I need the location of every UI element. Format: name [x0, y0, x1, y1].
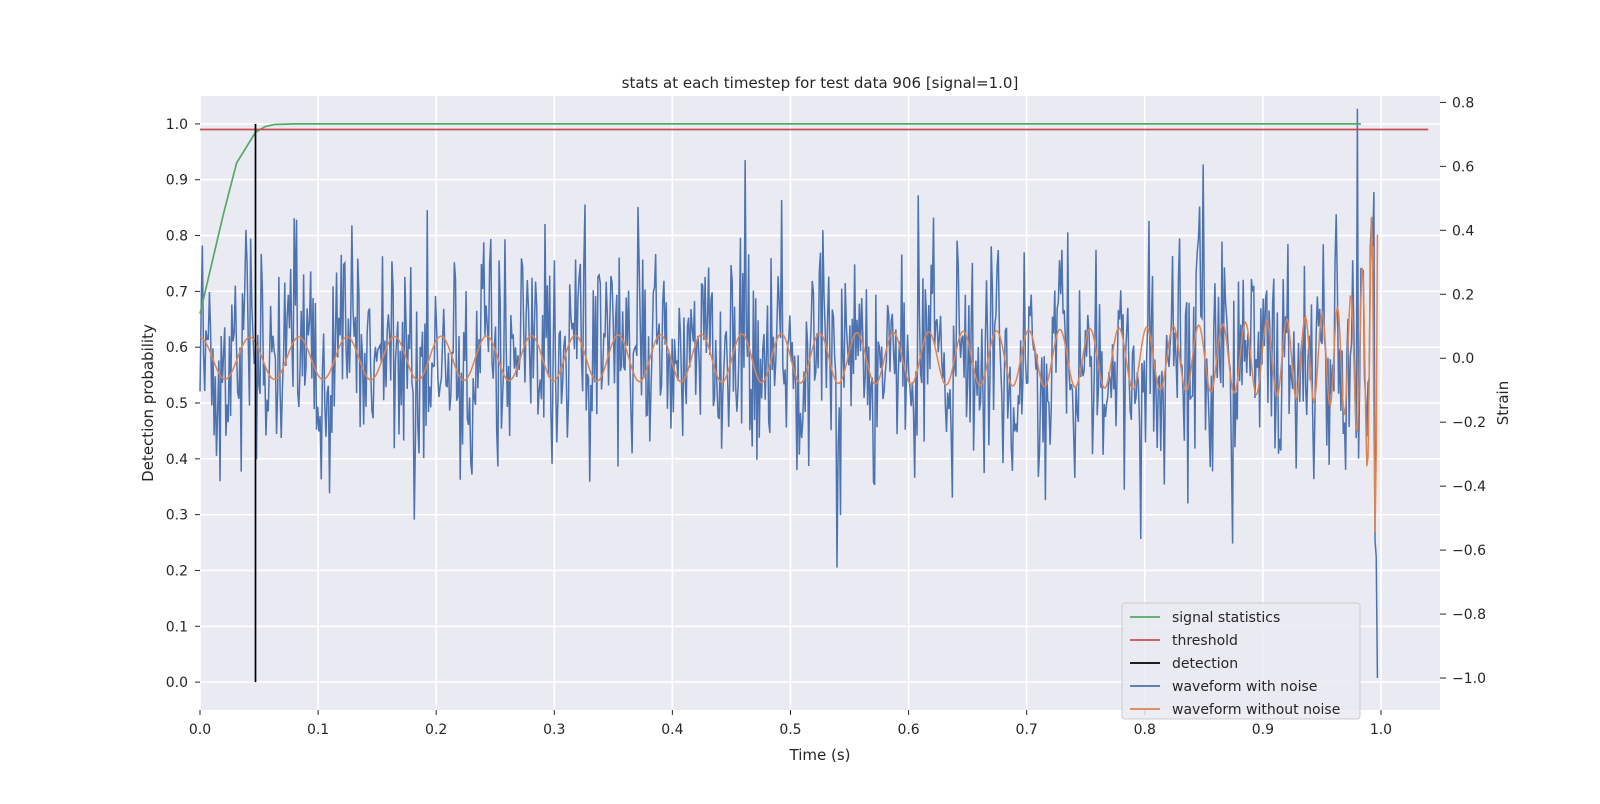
x-tick-label: 0.3	[543, 722, 565, 738]
x-tick-label: 0.5	[779, 722, 801, 738]
y-tick-label-left: 0.7	[166, 284, 188, 300]
signal-statistics-line	[199, 123, 1361, 314]
y-tick-label-left: 0.1	[166, 619, 188, 635]
x-axis-label: Time (s)	[789, 746, 851, 764]
waveform-without-noise-line	[199, 216, 1379, 533]
chart-title: stats at each timestep for test data 906…	[622, 74, 1019, 92]
y-tick-label-left: 0.4	[166, 452, 188, 468]
legend-label: detection	[1172, 656, 1238, 672]
series-layer	[199, 108, 1429, 683]
y-tick-label-right: −0.8	[1452, 607, 1486, 623]
y-axis-label-left: Detection probability	[139, 324, 157, 482]
y-tick-label-left: 0.3	[166, 508, 188, 524]
x-tick-label: 0.0	[189, 722, 211, 738]
legend-label: waveform without noise	[1172, 702, 1340, 718]
y-tick-label-left: 0.2	[166, 563, 188, 579]
y-tick-label-right: −0.6	[1452, 543, 1486, 559]
y-tick-label-right: −0.2	[1452, 415, 1486, 431]
y-axis-label-right: Strain	[1494, 381, 1512, 425]
x-tick-label: 0.7	[1016, 722, 1038, 738]
y-tick-label-right: 0.4	[1452, 223, 1474, 239]
y-tick-label-right: 0.2	[1452, 287, 1474, 303]
y-tick-label-right: 0.8	[1452, 95, 1474, 111]
y-tick-label-right: −1.0	[1452, 671, 1486, 687]
x-tick-label: 0.9	[1252, 722, 1274, 738]
x-tick-label: 0.4	[661, 722, 683, 738]
x-tick-label: 0.1	[307, 722, 329, 738]
y-tick-label-left: 0.0	[166, 675, 188, 691]
y-tick-label-right: −0.4	[1452, 479, 1486, 495]
legend-box	[1121, 602, 1361, 720]
legend: signal statistics threshold detection wavef…	[1121, 602, 1361, 720]
legend-label: threshold	[1172, 633, 1238, 649]
y-tick-label-left: 1.0	[166, 117, 188, 133]
legend-label: waveform with noise	[1172, 679, 1317, 695]
x-tick-label: 0.6	[897, 722, 919, 738]
y-tick-label-left: 0.6	[166, 340, 188, 356]
axis-layer: 0.0 0.1 0.2 0.3 0.4 0.5 0.6 0.7 0.8 0.9 1.0 0.0 0.1 0…	[166, 95, 1486, 738]
legend-label: signal statistics	[1172, 610, 1280, 626]
x-tick-label: 1.0	[1370, 722, 1392, 738]
x-tick-label: 0.2	[425, 722, 447, 738]
y-tick-label-left: 0.9	[166, 173, 188, 189]
y-tick-label-right: 0.6	[1452, 159, 1474, 175]
y-tick-label-left: 0.5	[166, 396, 188, 412]
y-tick-label-left: 0.8	[166, 229, 188, 245]
x-tick-label: 0.8	[1134, 722, 1156, 738]
y-tick-label-right: 0.0	[1452, 351, 1474, 367]
